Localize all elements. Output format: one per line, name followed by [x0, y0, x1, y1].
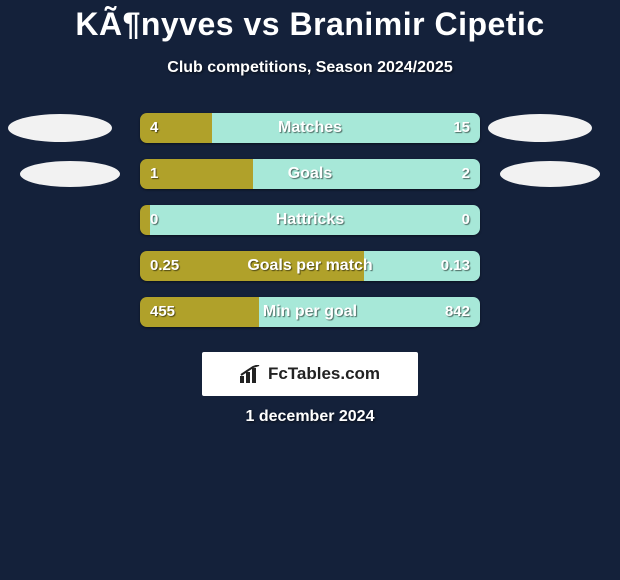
- comparison-subtitle: Club competitions, Season 2024/2025: [0, 59, 620, 77]
- comparison-bar: 415Matches: [140, 113, 480, 143]
- metric-label: Goals per match: [140, 251, 480, 281]
- metric-row: 415Matches: [0, 113, 620, 143]
- metric-label: Matches: [140, 113, 480, 143]
- metric-row: 00Hattricks: [0, 205, 620, 235]
- comparison-title: KÃ¶nyves vs Branimir Cipetic: [0, 0, 620, 43]
- metric-label: Hattricks: [140, 205, 480, 235]
- metrics-container: 415Matches 12Goals 00Hattricks 0.250.13Goal…: [0, 113, 620, 327]
- player2-badge: [500, 161, 600, 187]
- comparison-bar: 455842Min per goal: [140, 297, 480, 327]
- comparison-bar: 12Goals: [140, 159, 480, 189]
- site-logo[interactable]: FcTables.com: [202, 352, 418, 396]
- player1-badge: [20, 161, 120, 187]
- bar-chart-icon: [240, 365, 262, 383]
- site-logo-text: FcTables.com: [268, 364, 380, 384]
- metric-row: 455842Min per goal: [0, 297, 620, 327]
- snapshot-date: 1 december 2024: [0, 408, 620, 426]
- player2-badge: [488, 114, 592, 142]
- comparison-bar: 0.250.13Goals per match: [140, 251, 480, 281]
- metric-label: Min per goal: [140, 297, 480, 327]
- player1-badge: [8, 114, 112, 142]
- metric-row: 0.250.13Goals per match: [0, 251, 620, 281]
- metric-label: Goals: [140, 159, 480, 189]
- metric-row: 12Goals: [0, 159, 620, 189]
- comparison-bar: 00Hattricks: [140, 205, 480, 235]
